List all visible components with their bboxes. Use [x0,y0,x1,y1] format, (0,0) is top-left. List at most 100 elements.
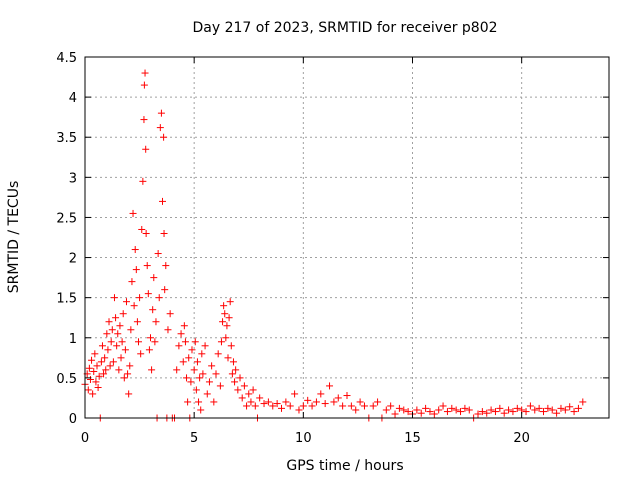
data-point [574,404,582,412]
x-tick-label: 0 [81,431,89,446]
data-point [188,346,196,354]
data-point [185,354,193,362]
data-point [286,402,294,410]
data-point [115,366,123,374]
data-point [183,374,191,382]
data-point [369,402,377,410]
data-point [180,322,188,330]
data-point [109,358,117,366]
data-point [201,342,209,350]
data-point [148,366,156,374]
data-point [126,362,134,370]
data-point [134,338,142,346]
data-point [112,314,120,322]
data-point [90,367,98,375]
data-point [269,402,277,410]
data-point [317,390,325,398]
data-point [343,392,351,400]
y-tick-label: 3 [69,171,77,186]
data-point [387,402,395,410]
data-point [117,354,125,362]
data-point [198,350,206,358]
data-point [439,402,447,410]
data-point [114,330,122,338]
data-point [152,318,160,326]
data-point [544,404,552,412]
data-point [500,409,508,417]
x-tick-label: 10 [295,431,312,446]
data-point [513,404,521,412]
data-point [203,390,211,398]
data-point [143,262,151,270]
data-point [245,390,253,398]
data-point [116,322,124,330]
data-point [231,378,239,386]
data-point [181,338,189,346]
data-point [160,133,168,141]
data-point [221,310,229,318]
data-point [225,314,233,322]
data-point [195,398,203,406]
data-point [430,410,438,418]
data-point [97,358,105,366]
grid-layer [85,57,609,418]
data-point [147,334,154,342]
data-point [125,390,133,398]
data-point [184,398,192,406]
data-point [175,342,183,350]
data-point [540,408,547,416]
data-point [374,398,382,406]
data-point [205,378,213,386]
data-point [155,294,163,302]
x-axis-label: GPS time / hours [286,458,403,474]
data-point [86,375,94,383]
data-point [496,404,504,412]
data-point [557,404,565,412]
data-point [154,250,162,258]
data-point [232,366,240,374]
data-point [140,116,148,124]
data-point [295,406,303,414]
data-point [422,404,430,412]
data-point [85,364,93,372]
data-point [197,406,205,414]
data-point [224,354,232,362]
y-tick-label: 4 [69,91,77,106]
data-point [149,306,157,314]
chart-title: Day 217 of 2023, SRMTID for receiver p80… [192,20,497,36]
data-point [509,408,517,416]
data-point [304,396,312,404]
data-point [308,402,316,410]
data-point [101,354,109,362]
data-point [156,124,164,132]
data-point [159,197,167,205]
data-point [144,290,152,298]
data-point [334,394,342,402]
data-point [131,246,139,254]
data-point [395,404,403,412]
data-point [193,358,201,366]
data-point [145,346,153,354]
y-tick-label: 2 [69,252,77,267]
data-point [478,408,486,416]
data-point [160,229,168,237]
data-point [352,406,360,414]
data-point [187,378,195,386]
data-point [299,402,307,410]
data-point [413,406,421,414]
data-point [226,298,234,306]
data-point [251,402,259,410]
data-point [119,310,127,318]
data-point [457,408,465,416]
x-tick-label: 20 [513,431,530,446]
data-point [164,326,172,334]
data-point [326,382,334,390]
data-point [106,362,114,370]
data-point [140,81,148,89]
data-point [91,350,99,358]
data-point [130,302,138,310]
data-point [132,266,140,274]
data-point [192,386,200,394]
data-point [347,402,355,410]
data-point [553,409,561,417]
